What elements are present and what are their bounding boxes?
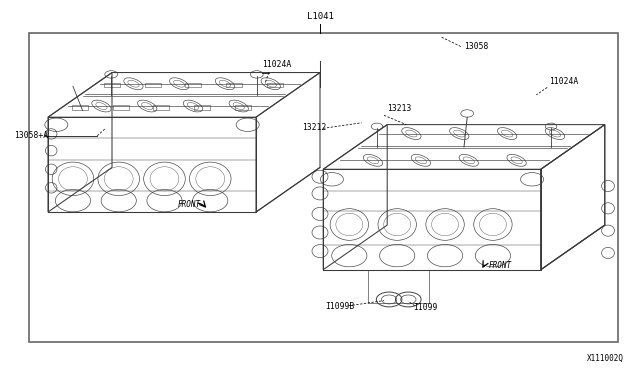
Text: 11024A: 11024A [549,77,579,86]
Text: 13212: 13212 [302,123,326,132]
Text: 13058+A: 13058+A [14,131,48,140]
Text: X111002Q: X111002Q [587,354,624,363]
Text: I1099: I1099 [413,303,437,312]
Text: FRONT: FRONT [488,261,511,270]
Text: 11024A: 11024A [262,60,292,69]
Text: 13213: 13213 [387,105,412,113]
FancyBboxPatch shape [29,33,618,342]
Text: L1041: L1041 [307,12,333,21]
Text: FRONT: FRONT [178,200,201,209]
Text: I1099B: I1099B [325,302,355,311]
Text: 13058: 13058 [464,42,488,51]
